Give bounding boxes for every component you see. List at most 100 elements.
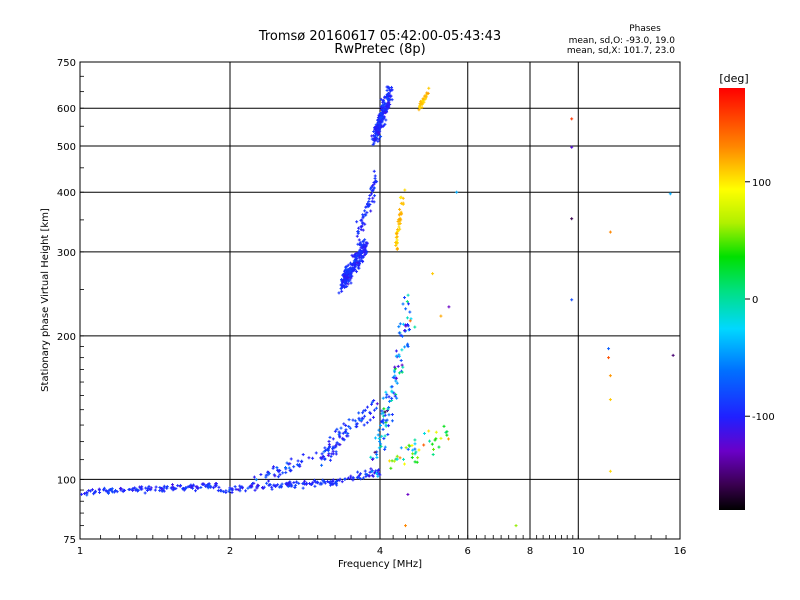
data-point	[426, 91, 430, 95]
data-point	[404, 446, 408, 450]
data-point	[406, 447, 410, 451]
data-point	[230, 491, 234, 495]
data-point	[406, 302, 410, 306]
data-point	[356, 230, 360, 234]
data-point	[377, 127, 381, 131]
data-point	[362, 242, 366, 246]
grid-lines	[80, 62, 680, 539]
data-point	[395, 376, 399, 380]
data-point	[434, 437, 438, 441]
data-point	[346, 263, 350, 267]
data-point	[87, 489, 91, 493]
data-point	[320, 455, 324, 459]
data-point	[420, 101, 424, 105]
data-point	[323, 446, 327, 450]
data-point	[363, 209, 367, 213]
data-point	[370, 137, 374, 141]
data-point	[445, 433, 449, 437]
data-point	[371, 196, 375, 200]
data-point	[138, 485, 142, 489]
data-point	[149, 486, 153, 490]
data-point	[607, 347, 611, 351]
data-point	[97, 487, 101, 491]
data-point	[327, 452, 331, 456]
data-point	[384, 423, 388, 427]
data-point	[252, 481, 256, 485]
data-point	[310, 482, 314, 486]
data-point	[570, 298, 574, 302]
data-point	[311, 480, 315, 484]
data-point	[385, 393, 389, 397]
data-point	[347, 476, 351, 480]
data-point	[169, 486, 173, 490]
data-point	[370, 470, 374, 474]
data-point	[218, 489, 222, 493]
data-point	[118, 486, 122, 490]
data-point	[314, 451, 318, 455]
data-point	[322, 480, 326, 484]
data-point	[359, 477, 363, 481]
data-point	[342, 422, 346, 426]
data-point	[399, 358, 403, 362]
data-point	[110, 487, 114, 491]
data-point	[413, 325, 417, 329]
data-point	[400, 370, 404, 374]
data-point	[191, 483, 195, 487]
data-point	[427, 429, 431, 433]
data-point	[327, 442, 331, 446]
data-point	[162, 484, 166, 488]
data-point	[415, 460, 419, 464]
x-tick-label: 1	[77, 546, 83, 557]
data-point	[417, 448, 421, 452]
data-point	[397, 225, 401, 229]
data-point	[362, 423, 366, 427]
data-point	[277, 485, 281, 489]
data-point	[398, 196, 402, 200]
data-point	[410, 444, 414, 448]
data-point	[372, 181, 376, 185]
data-point	[365, 249, 369, 253]
data-point	[361, 260, 365, 264]
data-point	[305, 481, 309, 485]
data-point	[386, 432, 390, 436]
data-point	[393, 370, 397, 374]
data-point	[352, 265, 356, 269]
data-point	[338, 435, 342, 439]
data-point	[344, 428, 348, 432]
data-point	[147, 484, 151, 488]
data-point	[392, 391, 396, 395]
data-point	[289, 457, 293, 461]
data-point	[365, 405, 369, 409]
data-point	[153, 488, 157, 492]
data-point	[413, 447, 417, 451]
data-point	[386, 407, 390, 411]
data-point	[373, 176, 377, 180]
y-tick-label: 100	[57, 475, 76, 486]
colorbar-tick-label: -100	[752, 412, 775, 423]
data-point	[388, 399, 392, 403]
data-point	[385, 103, 389, 107]
data-point	[413, 442, 417, 446]
data-point	[294, 483, 298, 487]
data-point	[331, 449, 335, 453]
data-point	[349, 276, 353, 280]
data-point	[380, 112, 384, 116]
data-point	[383, 95, 387, 99]
data-point	[341, 436, 345, 440]
data-point	[570, 145, 574, 149]
data-point	[383, 410, 387, 414]
data-point	[414, 450, 418, 454]
data-point	[162, 489, 166, 493]
data-point	[359, 258, 363, 262]
data-point	[313, 478, 317, 482]
data-point	[98, 491, 102, 495]
y-tick-label: 500	[57, 142, 76, 153]
data-point	[92, 492, 96, 496]
data-point	[382, 437, 386, 441]
data-point	[422, 431, 426, 435]
data-point	[330, 452, 334, 456]
data-point	[302, 481, 306, 485]
data-point	[176, 484, 180, 488]
data-point	[383, 447, 387, 451]
